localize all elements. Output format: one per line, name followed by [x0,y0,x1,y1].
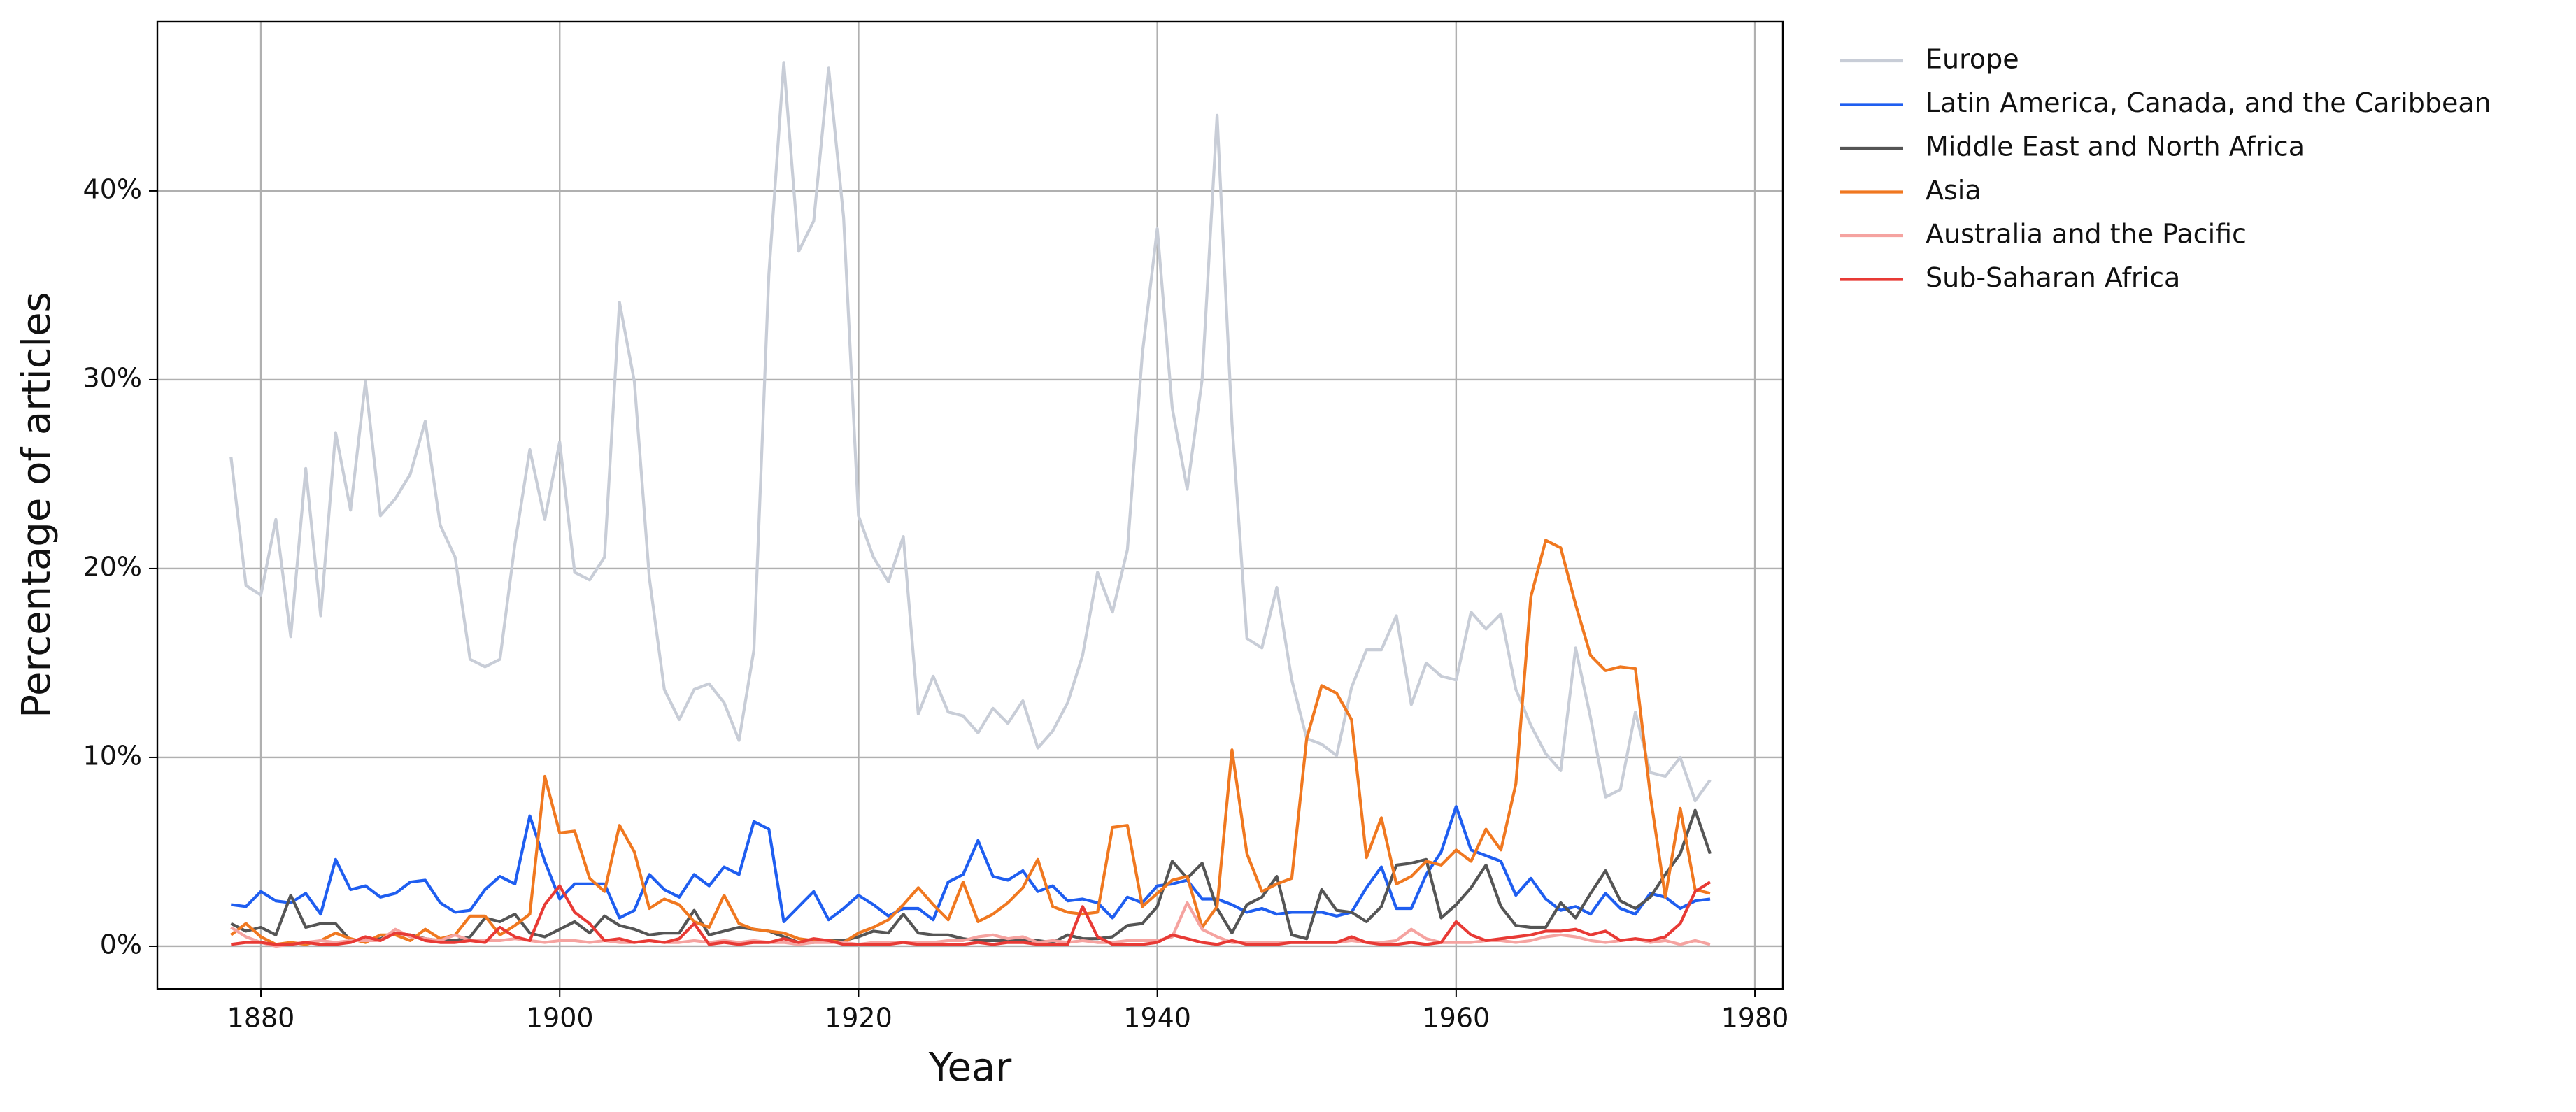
x-tick-label: 1920 [825,1003,892,1034]
plot-frame [156,20,1784,990]
series-line [231,805,1711,923]
series-line [229,61,1712,803]
y-axis-label: Percentage of articles [14,292,59,718]
legend-label: Latin America, Canada, and the Caribbean [1926,87,2491,118]
y-tick-label: 30% [83,362,142,393]
series-line [231,881,1712,946]
legend-label: Australia and the Pacific [1926,219,2247,250]
legend-label: Middle East and North Africa [1926,131,2305,162]
legend-label: Europe [1926,44,2019,75]
x-tick-label: 1880 [227,1003,295,1034]
series-line [230,539,1711,946]
legend-label: Asia [1926,175,1981,206]
x-tick-label: 1960 [1422,1003,1490,1034]
x-tick-label: 1940 [1123,1003,1191,1034]
legend-label: Sub-Saharan Africa [1926,262,2180,293]
y-tick-label: 20% [83,551,142,582]
x-axis-label: Year [928,1045,1013,1090]
x-tick-label: 1980 [1721,1003,1789,1034]
x-tick-label: 1900 [526,1003,594,1034]
y-tick-label: 10% [83,740,142,771]
y-tick-label: 40% [83,173,142,204]
y-tick-label: 0% [100,929,142,960]
